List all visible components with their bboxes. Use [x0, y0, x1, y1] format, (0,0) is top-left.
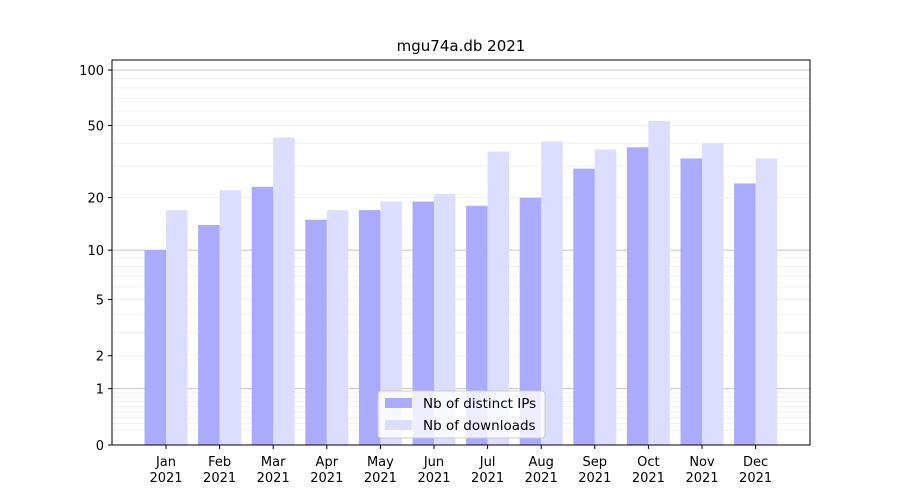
- bar-distinct-ips-jan: [144, 250, 166, 445]
- x-tick-label-month: May: [367, 455, 394, 470]
- bar-distinct-ips-dec: [734, 183, 756, 446]
- bar-distinct-ips-mar: [251, 186, 274, 445]
- y-tick-label: 2: [96, 350, 104, 365]
- bar-downloads-sep: [594, 149, 617, 446]
- bar-downloads-nov: [702, 143, 724, 445]
- chart-title: mgu74a.db 2021: [397, 37, 526, 55]
- x-tick-label-year: 2021: [632, 471, 665, 486]
- bar-downloads-mar: [273, 137, 295, 445]
- bar-distinct-ips-aug: [519, 197, 542, 445]
- bar-distinct-ips-may: [358, 210, 381, 445]
- legend-box: [377, 390, 546, 439]
- bar-downloads-apr: [326, 210, 349, 445]
- bar-downloads-feb: [219, 190, 242, 445]
- legend: Nb of distinct IPs Nb of downloads: [377, 390, 546, 439]
- x-tick-label-year: 2021: [364, 471, 397, 486]
- y-tick-label: 100: [79, 64, 104, 79]
- x-axis: Jan2021Feb2021Mar2021Apr2021May2021Jun20…: [149, 445, 772, 486]
- bar-distinct-ips-apr: [305, 219, 327, 445]
- x-tick-label-year: 2021: [739, 471, 772, 486]
- x-tick-label-month: Feb: [208, 455, 231, 470]
- y-axis: 0 1 2 5 10 20 50 100: [79, 64, 112, 454]
- y-tick-label: 5: [96, 293, 104, 308]
- bar-downloads-jan: [166, 210, 188, 445]
- y-tick-label: 1: [96, 383, 104, 398]
- x-tick-label-year: 2021: [685, 471, 718, 486]
- x-tick-label-month: Jan: [155, 455, 176, 470]
- x-tick-label-year: 2021: [310, 471, 343, 486]
- x-tick-label-month: Jul: [479, 455, 496, 470]
- x-tick-label-month: Jun: [423, 455, 444, 470]
- x-tick-label-year: 2021: [578, 471, 611, 486]
- bar-distinct-ips-jun: [412, 201, 434, 445]
- x-tick-label-year: 2021: [417, 471, 450, 486]
- x-tick-label-month: Mar: [261, 455, 286, 470]
- y-tick-label: 20: [87, 192, 104, 207]
- legend-label-downloads: Nb of downloads: [423, 418, 536, 434]
- bar-downloads-oct: [648, 120, 670, 446]
- x-tick-label-month: Nov: [689, 455, 715, 470]
- plot-frame: [111, 59, 811, 446]
- y-tick-label: 50: [87, 120, 104, 135]
- bar-distinct-ips-feb: [198, 224, 220, 445]
- legend-swatch-distinct-ips: [385, 398, 412, 408]
- legend-swatch-downloads: [385, 420, 412, 430]
- bar-downloads-may: [380, 201, 402, 445]
- x-tick-label-month: Apr: [316, 455, 339, 470]
- x-tick-label-year: 2021: [525, 471, 558, 486]
- x-tick-label-year: 2021: [203, 471, 236, 486]
- legend-label-distinct-ips: Nb of distinct IPs: [423, 396, 536, 412]
- bar-downloads-dec: [755, 158, 778, 446]
- x-tick-label-year: 2021: [149, 471, 182, 486]
- bar-distinct-ips-oct: [626, 147, 649, 445]
- x-tick-label-month: Dec: [743, 455, 768, 470]
- bar-distinct-ips-jul: [466, 205, 488, 445]
- x-tick-label-month: Sep: [583, 455, 608, 470]
- bars: [144, 120, 778, 446]
- bar-downloads-jul: [487, 151, 510, 445]
- bar-downloads-jun: [434, 193, 456, 445]
- x-tick-label-year: 2021: [257, 471, 290, 486]
- y-tick-label: 0: [96, 439, 104, 454]
- y-tick-label: 10: [87, 244, 104, 259]
- x-tick-label-month: Aug: [529, 455, 554, 470]
- bar-distinct-ips-nov: [680, 158, 702, 446]
- bar-distinct-ips-sep: [573, 168, 595, 445]
- bar-downloads-aug: [541, 141, 563, 445]
- x-tick-label-month: Oct: [637, 455, 659, 470]
- x-tick-label-year: 2021: [471, 471, 504, 486]
